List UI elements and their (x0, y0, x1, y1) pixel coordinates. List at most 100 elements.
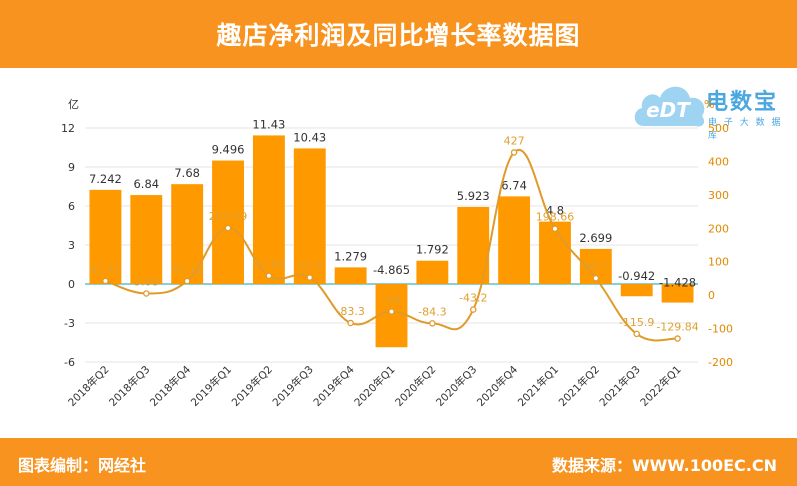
line-point (102, 277, 109, 285)
line-point (265, 272, 273, 280)
x-tick-label: 2019年Q1 (188, 363, 234, 409)
y-right-tick-label: 100 (708, 256, 729, 269)
line-point (674, 335, 681, 342)
bar-value-label: 1.792 (416, 243, 449, 257)
line-point (143, 290, 150, 297)
x-tick-label: 2021年Q3 (597, 363, 643, 409)
line-value-label: -83.3 (336, 305, 364, 318)
footer-source-right: 数据来源：WWW.100EC.CN (551, 456, 777, 475)
y-right-tick-label: 400 (708, 155, 729, 168)
y-left-unit: 亿 (68, 98, 79, 111)
footer-source-left: 图表编制：网经社 (18, 456, 147, 475)
y-left-tick-label: 6 (68, 200, 75, 213)
line-value-label: 57.89 (253, 258, 285, 271)
line-value-label: 200.69 (209, 210, 248, 223)
footer-banner: 图表编制：网经社 数据来源：WWW.100EC.CN (0, 438, 797, 486)
bar-labels: 7.242 6.84 7.68 9.496 11.43 10.43 1.279 -4.865 1… (89, 117, 696, 289)
line-value-label: -84.3 (418, 305, 446, 318)
y-right-tick-label: 0 (708, 289, 715, 302)
bar-value-label: -4.865 (373, 263, 410, 277)
line-point (592, 274, 600, 282)
line-value-label: -115.9 (619, 316, 654, 329)
y-left-tick-label: -3 (64, 317, 75, 330)
x-tick-label: 2020年Q4 (474, 363, 520, 409)
growth-line (105, 148, 678, 342)
line-value-label: 42.41 (90, 263, 122, 276)
line-labels: 42.41 5.08 42.11 200.69 57.89 52.6 -83.3 -49 -84… (90, 134, 699, 333)
line-series (102, 148, 681, 342)
line-point (633, 330, 640, 338)
bar-value-label: 2.699 (579, 231, 612, 245)
chart: 12 9 6 3 0 -3 -6 500 400 300 200 100 0 -100 -200 亿 % 2018… (61, 98, 733, 409)
x-tick-label: 2020年Q3 (433, 363, 479, 409)
y-right-tick-label: 200 (708, 222, 729, 235)
logo-subtitle: 电 子 大 数 据 库 (708, 118, 783, 141)
line-point (551, 225, 559, 232)
bar-value-label: 7.242 (89, 172, 122, 186)
y-right-tick-label: 500 (708, 122, 729, 135)
line-value-label: 50.7 (584, 260, 609, 273)
bar (620, 284, 653, 297)
x-tick-label: 2019年Q2 (229, 363, 275, 409)
line-point (183, 277, 191, 285)
line-value-label: -43.2 (459, 292, 487, 305)
bar-value-label: 6.74 (501, 178, 527, 192)
x-tick-label: 2018年Q4 (147, 363, 193, 409)
bar (416, 260, 449, 284)
line-point (224, 224, 232, 232)
y-left-tick-label: -6 (64, 356, 75, 369)
line-point (347, 319, 354, 327)
bar-series (89, 135, 694, 348)
line-value-label: 427 (504, 134, 525, 147)
header-banner: 趣店净利润及同比增长率数据图 (0, 0, 797, 68)
y-left-tick-label: 3 (68, 239, 75, 252)
line-value-label: -129.84 (656, 321, 698, 334)
bar (293, 148, 326, 284)
bar (375, 284, 408, 348)
cloud-icon (634, 86, 705, 127)
bar (212, 160, 244, 284)
bar (334, 267, 367, 284)
bar (498, 196, 531, 284)
line-point (429, 320, 436, 327)
bar (130, 195, 163, 284)
x-tick-label: 2019年Q4 (311, 363, 357, 409)
line-point (388, 308, 395, 315)
bar-value-label: 9.496 (212, 143, 245, 157)
bar (539, 221, 571, 284)
y-left-tick-label: 12 (61, 122, 75, 135)
x-tick-label: 2021年Q2 (556, 363, 602, 409)
y-right-tick-label: -200 (708, 356, 733, 369)
line-value-label: 5.08 (134, 275, 159, 288)
x-tick-label: 2018年Q2 (65, 363, 111, 409)
x-tick-label: 2018年Q3 (106, 363, 152, 409)
bar-value-label: 7.68 (174, 166, 200, 180)
x-tick-label: 2021年Q1 (515, 363, 561, 409)
line-point (510, 149, 518, 156)
line-value-label: 198.66 (536, 211, 575, 224)
line-value-label: 42.11 (171, 263, 203, 276)
bar-value-label: 6.84 (133, 177, 159, 191)
x-tick-label: 2022年Q1 (638, 363, 684, 409)
x-tick-label: 2020年Q2 (392, 363, 438, 409)
y-left-tick-label: 9 (68, 161, 75, 174)
y-right-unit: % (704, 98, 714, 111)
bar-value-label: 5.923 (457, 189, 490, 203)
line-value-label: -49 (383, 294, 401, 307)
line-value-label: 52.6 (298, 260, 323, 273)
logo-brand: 电数宝 (706, 90, 779, 115)
y-right-tick-label: 300 (708, 189, 729, 202)
logo-cloud-text: eDT (646, 98, 690, 122)
bar (89, 189, 122, 284)
y-left-tick-label: 0 (68, 278, 75, 291)
bar (661, 284, 694, 303)
bar-value-label: 11.43 (252, 117, 285, 131)
line-point (306, 274, 314, 281)
bar-value-label: -0.942 (618, 269, 655, 283)
y-right-tick-label: -100 (708, 323, 733, 336)
page-title: 趣店净利润及同比增长率数据图 (216, 21, 581, 50)
x-tick-label: 2020年Q1 (352, 363, 398, 409)
x-tick-label: 2019年Q3 (270, 363, 316, 409)
bar-value-label: -1.428 (659, 276, 696, 290)
line-point (469, 306, 477, 313)
